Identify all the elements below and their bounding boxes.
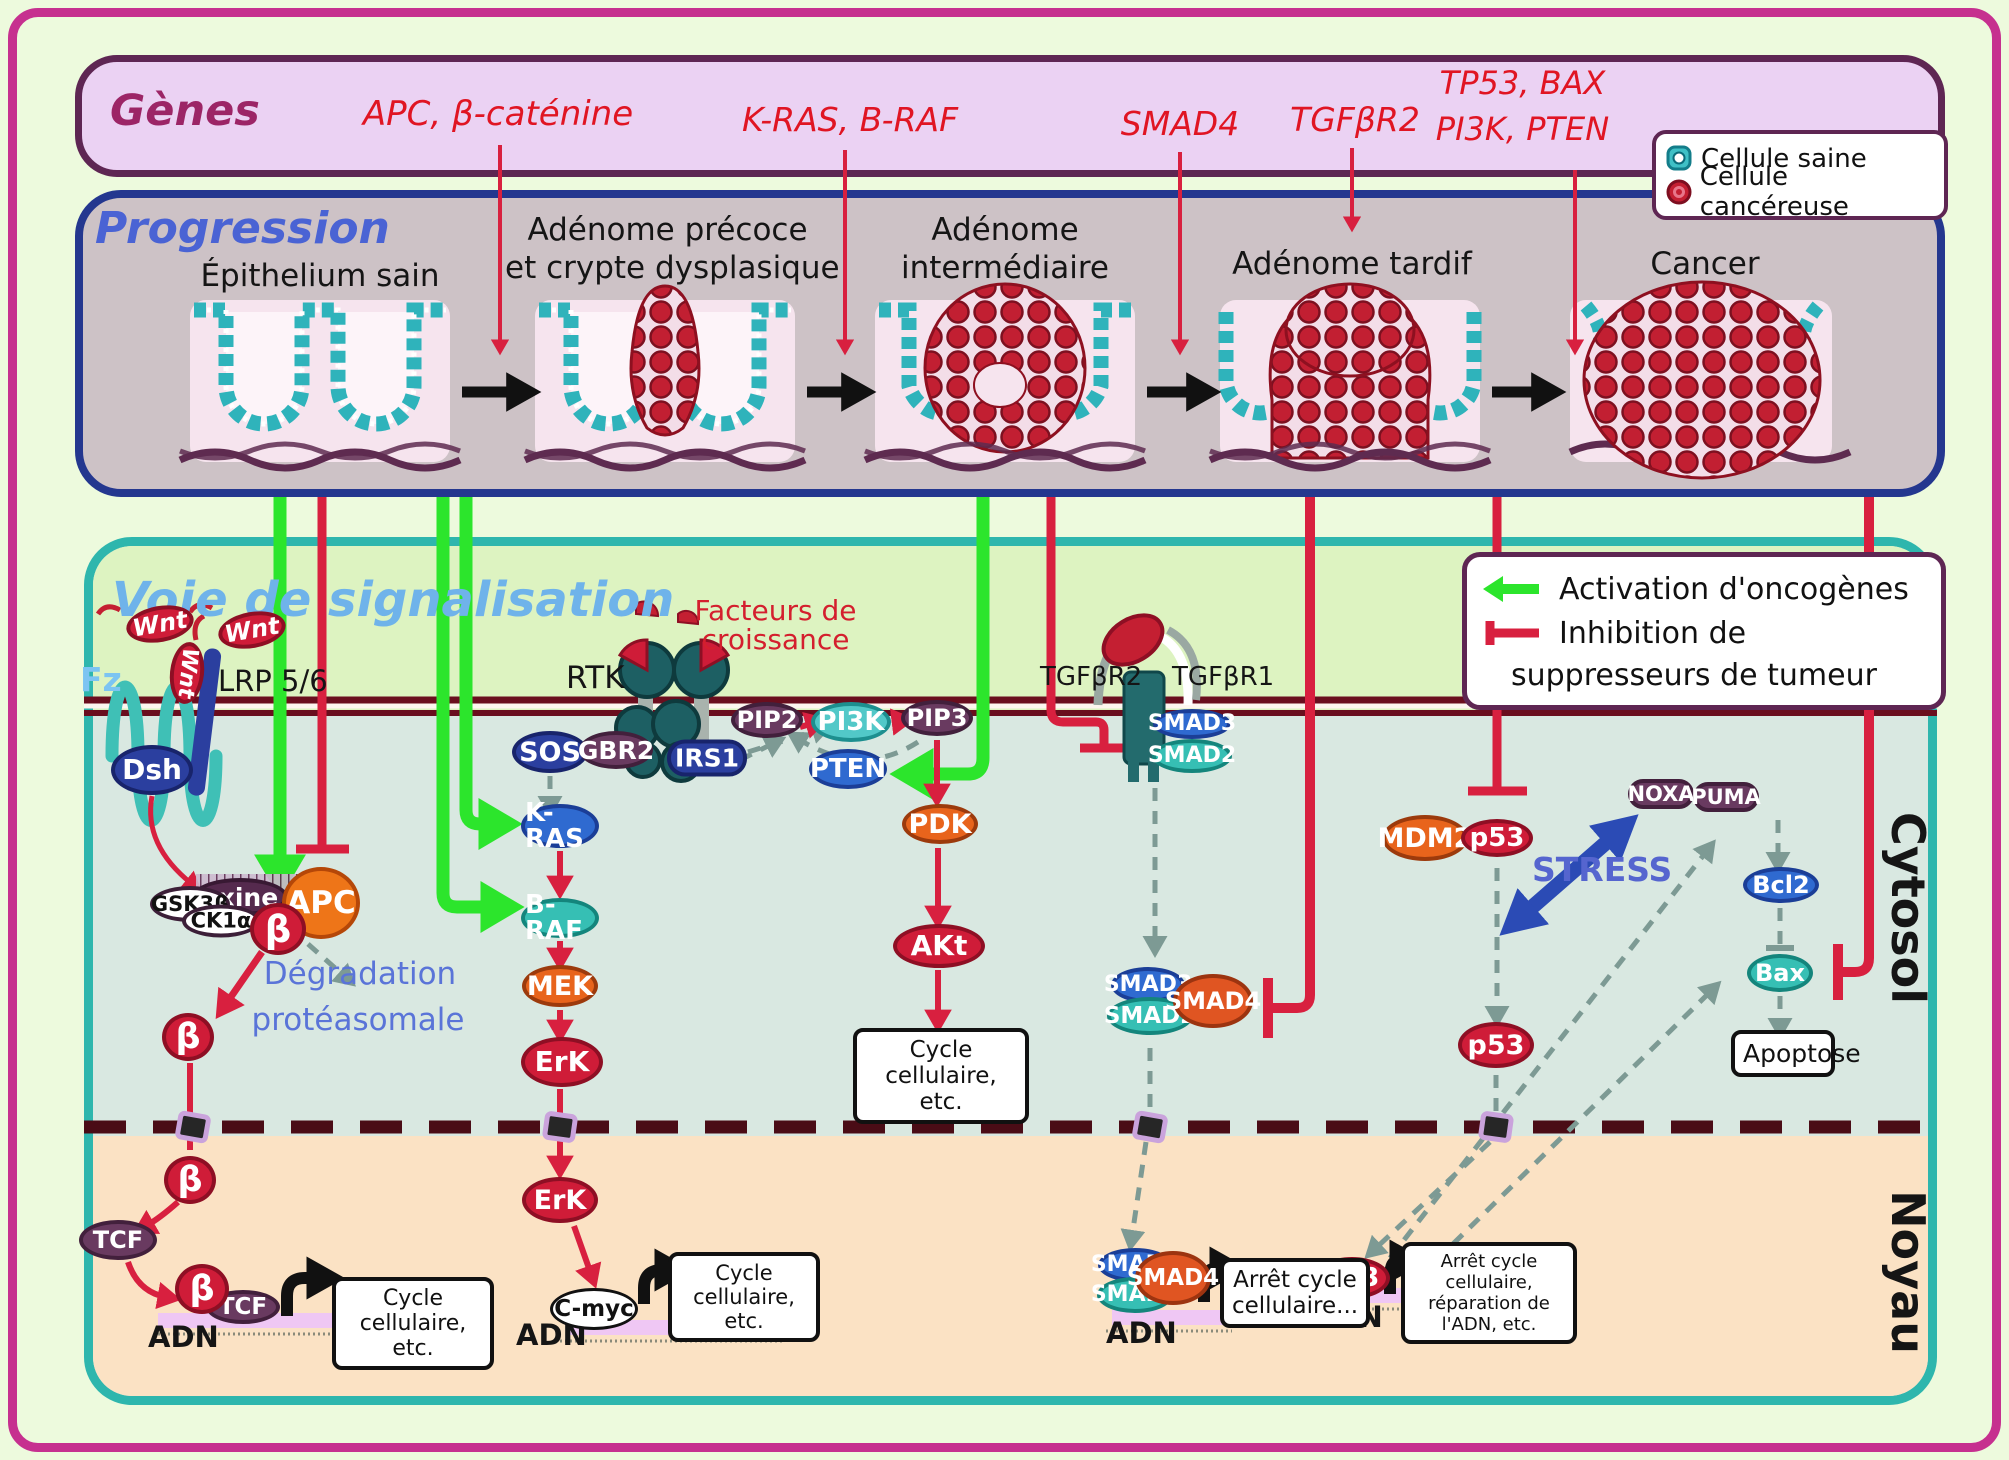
healthy-cell-icon (1666, 145, 1692, 171)
signaling-title: Voie de signalisation (112, 572, 675, 628)
legend-row-cancer: Cellule cancéreuse (1666, 162, 1934, 222)
legend-activation-label: Activation d'oncogènes (1559, 571, 1909, 607)
node-p53-mdm2: p53 (1461, 819, 1533, 857)
node-p53-cytosol: p53 (1458, 1022, 1534, 1068)
stage-intermediate-line2: intermédiaire (901, 250, 1109, 286)
node-smad3-receptor: SMAD3 (1148, 709, 1236, 739)
node-smad2-receptor: SMAD2 (1148, 739, 1236, 773)
activation-arrow-icon (1483, 576, 1539, 602)
stage-cancer-label: Cancer (1650, 246, 1760, 282)
degradation-line1: Dégradation (263, 956, 457, 992)
gene-tp53-bax: TP53, BAX (1439, 64, 1606, 102)
lrp-label: LRP 5/6 (218, 664, 328, 698)
box-arrest-p53-line1: Arrêt cycle cellulaire, (1440, 1251, 1538, 1293)
node-mek: MEK (522, 965, 598, 1007)
node-gbr2: GBR2 (578, 731, 654, 769)
node-puma: PUMA (1691, 782, 1761, 812)
noyau-label: Noyau (1881, 1190, 1935, 1354)
gene-kras-braf: K-RAS, B-RAF (741, 100, 959, 139)
box-arrest-p53-line2: réparation de l'ADN, etc. (1428, 1293, 1550, 1335)
node-kras: K-RAS (521, 800, 599, 852)
gene-smad4: SMAD4 (1120, 104, 1240, 143)
tgfbr2-receptor-label: TGFβR2 (1040, 662, 1143, 692)
box-apoptose: Apoptose (1731, 1030, 1861, 1077)
stage-early-adenoma-line1: Adénome précoce (527, 212, 808, 248)
progression-title: Progression (95, 203, 390, 254)
legend-inhibition-line1: Inhibition de (1559, 615, 1747, 651)
node-braf: B-RAF (521, 892, 599, 944)
rtk-label: RTK (566, 660, 625, 696)
cell-legend: Cellule saine Cellule cancéreuse (1652, 130, 1948, 222)
legend-inhibition-row: Inhibition de (1481, 611, 1927, 655)
cancer-cell-icon (1666, 179, 1692, 205)
legend-activation-row: Activation d'oncogènes (1481, 567, 1927, 611)
adn-label-1: ADN (148, 1320, 219, 1354)
legend-healthy-label: Cellule saine (1701, 143, 1867, 174)
node-smad4-cytosol: SMAD4 (1165, 974, 1261, 1028)
node-beta-catenin-complex: β (250, 903, 306, 955)
box-arrest-smad-line2: cellulaire... (1232, 1293, 1359, 1319)
node-smad2-cytosol: SMAD2 (1104, 997, 1196, 1035)
node-sos: SOS (512, 731, 588, 773)
box-arrest-smad-line1: Arrêt cycle (1233, 1267, 1357, 1293)
stage-healthy-label: Épithelium sain (200, 258, 440, 294)
stress-label: STRESS (1532, 850, 1673, 889)
stage-late-adenoma-label: Adénome tardif (1232, 246, 1472, 282)
node-pip3: PIP3 (901, 700, 973, 736)
node-akt: AKt (893, 924, 985, 968)
node-dsh: Dsh (111, 745, 193, 795)
node-noxa: NOXA (1627, 779, 1695, 809)
box-cycle-wnt: Cycle cellulaire, etc. (332, 1277, 494, 1370)
cytosol-label: Cytosol (1881, 811, 1935, 1005)
stage-early-adenoma-line2: et crypte dysplasique (505, 250, 840, 286)
node-beta-catenin-nucleus: β (164, 1156, 216, 1204)
gene-apc-catenin: APC, β-caténine (362, 94, 634, 134)
tgfbr1-receptor-label: TGFβR1 (1172, 662, 1275, 692)
gene-pi3k-pten: PI3K, PTEN (1435, 110, 1610, 148)
node-smad4-nucleus: SMAD4 (1127, 1251, 1219, 1305)
legend-cancer-label: Cellule cancéreuse (1699, 161, 1849, 222)
growth-factors-line1: Facteurs de (694, 594, 857, 627)
genes-title: Gènes (110, 86, 260, 136)
box-cycle-akt: Cycle cellulaire, etc. (853, 1028, 1029, 1124)
node-pdk: PDK (902, 804, 978, 844)
node-erk-cytosol: ErK (521, 1037, 603, 1087)
node-mdm2: MDM2 (1378, 815, 1472, 861)
node-pip2: PIP2 (731, 702, 803, 738)
node-cmyc: C-myc (550, 1288, 638, 1330)
node-tcf-free: TCF (79, 1220, 157, 1260)
box-arrest-smad: Arrêt cycle cellulaire... (1220, 1258, 1370, 1328)
gene-tgfbr2: TGFβR2 (1290, 100, 1420, 139)
node-ck1a: CK1α (182, 904, 260, 938)
legend-inhibition-line2: suppresseurs de tumeur (1511, 657, 1877, 693)
node-pi3k: PI3K (811, 702, 891, 742)
stage-intermediate-line1: Adénome (931, 212, 1079, 248)
legend-inhibition-row2: suppresseurs de tumeur (1481, 655, 1927, 695)
signaling-legend: Activation d'oncogènes Inhibition de sup… (1462, 552, 1946, 710)
node-bax: Bax (1747, 954, 1813, 992)
legend-row-healthy: Cellule saine (1666, 142, 1934, 175)
genes-band (75, 55, 1945, 177)
fz-label: Fz (80, 660, 122, 699)
node-irs1: IRS1 (667, 739, 747, 777)
node-beta-catenin-dna: β (175, 1264, 229, 1314)
growth-factors-line2: croissance (701, 623, 850, 656)
box-cycle-mapk: Cycle cellulaire, etc. (668, 1252, 820, 1342)
degradation-line2: protéasomale (251, 1002, 465, 1038)
box-arrest-p53: Arrêt cycle cellulaire, réparation de l'… (1401, 1242, 1577, 1344)
node-pten: PTEN (809, 749, 887, 789)
node-bcl2: Bcl2 (1743, 867, 1819, 903)
inhibition-tbar-icon (1485, 621, 1539, 645)
node-erk-nucleus: ErK (522, 1177, 598, 1223)
node-beta-catenin-free: β (162, 1013, 214, 1061)
adn-label-3: ADN (1106, 1316, 1177, 1350)
